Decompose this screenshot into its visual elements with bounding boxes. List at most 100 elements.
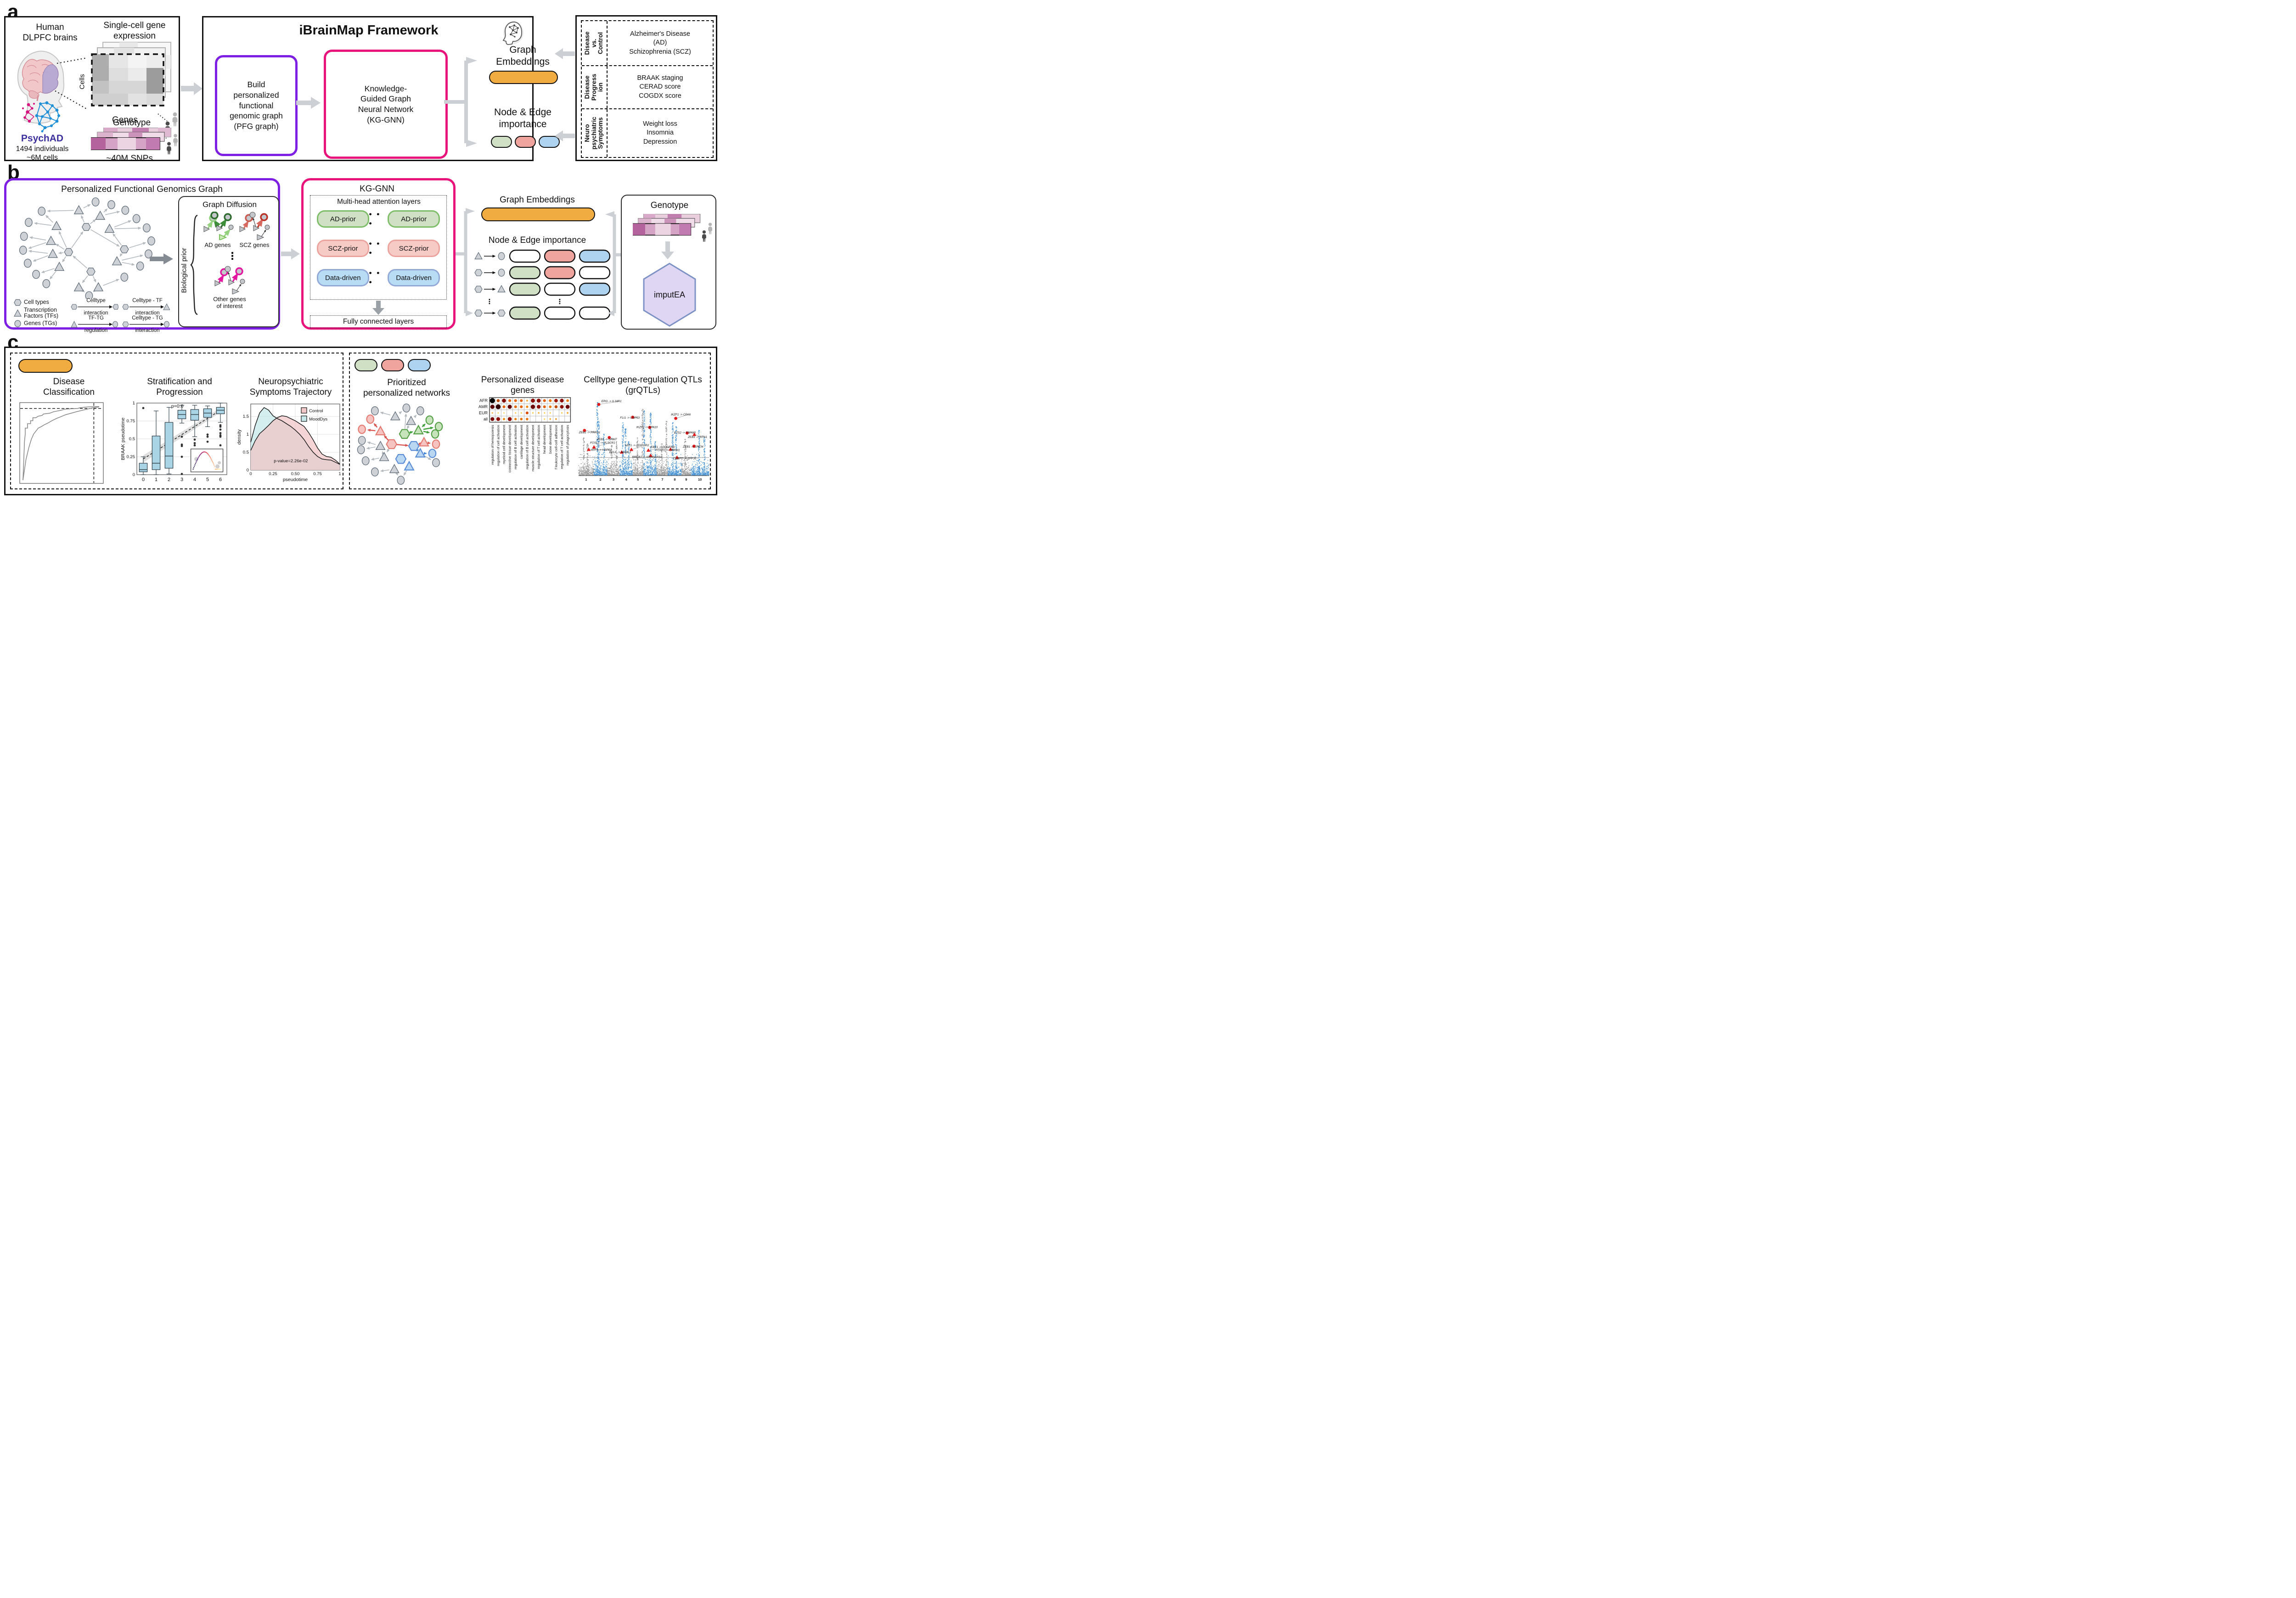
- grqtls-manhattan: 1 2 3 4 5 6 7 8 9 10 ZEB1 -> PRRX1 ATF3 -> HSPB1 FOS…: [575, 397, 712, 488]
- svg-text:cartilage development: cartilage development: [519, 425, 523, 459]
- svg-text:1: 1: [155, 477, 158, 482]
- prior-brace: [190, 214, 198, 315]
- svg-text:1.5: 1.5: [243, 414, 249, 419]
- svg-text:4: 4: [625, 477, 628, 482]
- pfg-graph-box: Personalized Functional Genomics Graph G…: [4, 178, 280, 333]
- genotype-box-b: Genotype imputEA: [621, 195, 716, 330]
- svg-text:muscle structure development: muscle structure development: [531, 425, 535, 471]
- disease-genes-dotplot: AFR AMR EUR all regulation of hemopoiesis reg…: [473, 397, 571, 488]
- svg-text:0: 0: [133, 472, 135, 477]
- data-sources-box: Human DLPFC brains Single-cell gene expr…: [4, 16, 180, 163]
- fc-box: Fully connected layers: [310, 315, 447, 328]
- brain-network-icon: [502, 21, 523, 45]
- triangle-icon: [14, 309, 22, 317]
- importance-pill-red: [515, 136, 536, 148]
- expression-matrix-stack: [87, 41, 172, 112]
- svg-text:1: 1: [247, 432, 249, 437]
- arrow-pfg-to-kggnn-b: [281, 248, 300, 259]
- biological-prior-label: Biological prior: [180, 247, 188, 293]
- pheno-row-label: Disease Progress ion: [584, 73, 604, 101]
- svg-text:head development: head development: [542, 425, 546, 454]
- svg-text:0: 0: [142, 477, 145, 482]
- svg-text:AMR: AMR: [478, 404, 488, 409]
- svg-text:Control: Control: [309, 409, 323, 414]
- braak-boxplot: 0 0.25 0.5 0.75 1 0 1 2 3 4 5 6 p=0.0 BRAAK pseudotim…: [120, 399, 230, 488]
- grqtls-title: Celltype gene-regulation QTLs (grQTLs): [584, 375, 702, 396]
- svg-text:bone development: bone development: [548, 425, 552, 454]
- ellipsis: • • •: [369, 269, 381, 286]
- ad-prior-pill: AD-prior: [317, 210, 369, 228]
- data-driven-pill: Data-driven: [317, 269, 369, 286]
- trajectory-title: Neuropsychiatric Symptoms Trajectory: [249, 377, 332, 398]
- svg-text:all: all: [484, 417, 488, 421]
- kggnn-step-box: Knowledge- Guided Graph Neural Network (…: [324, 50, 448, 159]
- trajectory-density-chart: Control MoodDys p-value=2.26e-02 0 0.25 0.50 0…: [237, 400, 343, 487]
- cells-axis-label: Cells: [78, 74, 86, 90]
- svg-text:4: 4: [193, 477, 196, 482]
- legend-cell-types: Cell types: [14, 299, 49, 306]
- framework-box: iBrainMap Framework Build personalized f…: [202, 16, 560, 161]
- imputea-label: imputEA: [654, 290, 685, 299]
- svg-text:EUR: EUR: [479, 411, 488, 415]
- svg-text:⋮: ⋮: [486, 298, 493, 306]
- svg-text:0.75: 0.75: [313, 471, 322, 477]
- svg-text:regulation of hemopoiesis: regulation of hemopoiesis: [490, 425, 495, 465]
- psychad-logo: [18, 98, 66, 133]
- individuals-count: 1494 individuals: [16, 145, 69, 153]
- genotype-title-b: Genotype: [650, 201, 689, 210]
- pheno-row-label: Neuro psychiatric Symptoms: [584, 117, 604, 150]
- hex-to-hex-arrow: [71, 304, 118, 310]
- kggnn-title: KG-GNN: [360, 184, 394, 194]
- svg-text:BRAAK pseudotime: BRAAK pseudotime: [120, 417, 126, 460]
- genes-axis-label: Genes: [112, 115, 138, 125]
- fc-label: Fully connected layers: [343, 318, 414, 325]
- legend-celltype-tf: Celltype - TF interaction: [122, 298, 173, 316]
- svg-text:p=0.0: p=0.0: [171, 404, 184, 409]
- svg-text:density: density: [237, 429, 242, 445]
- svg-text:2: 2: [168, 477, 170, 482]
- svg-text:8: 8: [674, 477, 675, 482]
- svg-text:0.25: 0.25: [127, 454, 135, 460]
- svg-text:1: 1: [338, 471, 341, 477]
- svg-text:regulation of cell activation: regulation of cell activation: [496, 425, 500, 466]
- mha-box: Multi-head attention layers AD-prior • •…: [310, 195, 447, 300]
- front-expression-matrix: [91, 53, 164, 107]
- brain-frontal-purple: [42, 64, 59, 94]
- graph-embeddings-pill: [489, 71, 558, 84]
- arrow-mha-to-fc: [372, 301, 384, 315]
- svg-text:2: 2: [599, 477, 601, 482]
- genotype-matrix-stack-b: [633, 214, 702, 238]
- cells-count: ~6M cells: [26, 154, 58, 162]
- framework-output-connector: [444, 57, 477, 147]
- svg-text:regulation of T cell activatio: regulation of T cell activation: [560, 425, 564, 469]
- svg-text:0: 0: [247, 468, 249, 473]
- pheno-row-content: BRAAK staging CERAD score COGDX score: [607, 66, 713, 108]
- legend-tfs: Transcription Factors (TFs): [14, 307, 58, 319]
- svg-text:7: 7: [661, 477, 663, 482]
- svg-text:1: 1: [133, 401, 135, 406]
- legend-celltype-interaction: Celltype interaction: [71, 298, 121, 316]
- pheno-row-label: Disease vs. Control: [584, 31, 604, 55]
- svg-text:0.50: 0.50: [291, 471, 300, 477]
- arrow-pheno-to-importance: [555, 130, 575, 141]
- graph-embeddings-label: Graph Embeddings: [496, 45, 550, 67]
- prioritized-networks-title: Prioritized personalized networks: [363, 378, 450, 398]
- disease-genes-title: Personalized disease genes: [481, 375, 564, 396]
- kggnn-box: KG-GNN Multi-head attention layers AD-pr…: [301, 178, 456, 330]
- arrow-pheno-to-embeddings: [555, 48, 575, 59]
- figure: a Human DLPFC brains Single-cell gene ex…: [0, 0, 720, 499]
- psychad-wordmark: PsychAD: [21, 133, 64, 144]
- importance-pill-green: [491, 136, 512, 148]
- ellipsis: • • •: [369, 239, 381, 257]
- kg-row-ad: AD-prior • • • AD-prior: [317, 210, 440, 228]
- legend-genes: Genes (TGs): [14, 320, 57, 327]
- tri-to-circle-arrow: [71, 321, 118, 328]
- svg-text:regulation of B cell activatio: regulation of B cell activation: [513, 425, 518, 470]
- other-genes-label: Other genes of interest: [213, 296, 246, 309]
- data-driven-pill: Data-driven: [388, 269, 440, 286]
- svg-text:connective tissue development: connective tissue development: [508, 425, 512, 473]
- genotype-label: Genotype: [113, 118, 151, 128]
- svg-text:p-value=2.26e-02: p-value=2.26e-02: [274, 459, 308, 464]
- svg-text:3: 3: [613, 477, 614, 482]
- other-genes-minigraph: [214, 266, 245, 294]
